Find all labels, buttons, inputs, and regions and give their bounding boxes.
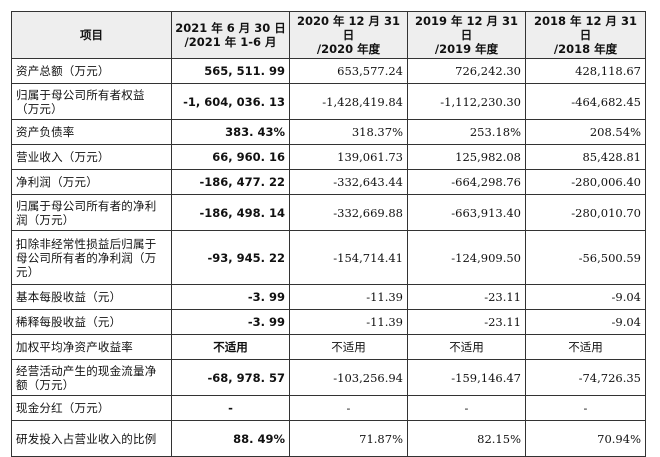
header-item: 项目	[11, 11, 172, 59]
cell-2021: 383. 43%	[171, 119, 290, 145]
row-label: 扣除非经常性损益后归属于母公司所有者的净利润（万元）	[11, 230, 172, 285]
row-label: 资产总额（万元）	[11, 58, 172, 84]
cell-2019: -23.11	[407, 309, 526, 335]
table-row: 资产总额（万元） 565, 511. 99 653,577.24 726,242…	[11, 58, 646, 84]
header-2020-line2: /2020 年度	[316, 42, 381, 56]
table-row: 加权平均净资产收益率 不适用 不适用 不适用 不适用	[11, 334, 646, 360]
table-row: 归属于母公司所有者的净利润（万元） -186, 498. 14 -332,669…	[11, 194, 646, 231]
cell-2019: 726,242.30	[407, 58, 526, 84]
cell-2021: 88. 49%	[171, 420, 290, 457]
row-label: 营业收入（万元）	[11, 144, 172, 170]
header-2020-line1: 2020 年 12 月 31 日	[296, 14, 401, 42]
row-label: 基本每股收益（元）	[11, 284, 172, 310]
cell-2021: 不适用	[171, 334, 290, 360]
cell-2021: -1, 604, 036. 13	[171, 83, 290, 120]
cell-2020: 139,061.73	[289, 144, 408, 170]
header-2021: 2021 年 6 月 30 日/2021 年 1-6 月	[171, 11, 290, 59]
table-row: 营业收入（万元） 66, 960. 16 139,061.73 125,982.…	[11, 144, 646, 170]
header-2019-line1: 2019 年 12 月 31 日	[414, 14, 519, 42]
cell-2018: 85,428.81	[525, 144, 646, 170]
table-row: 经营活动产生的现金流量净额（万元） -68, 978. 57 -103,256.…	[11, 359, 646, 396]
header-2018-line1: 2018 年 12 月 31 日	[533, 14, 638, 42]
cell-2021: -	[171, 395, 290, 421]
cell-2018: -9.04	[525, 284, 646, 310]
row-label: 归属于母公司所有者的净利润（万元）	[11, 194, 172, 231]
cell-2021: -3. 99	[171, 309, 290, 335]
cell-2019: 125,982.08	[407, 144, 526, 170]
header-2019: 2019 年 12 月 31 日/2019 年度	[407, 11, 526, 59]
table-row: 稀释每股收益（元） -3. 99 -11.39 -23.11 -9.04	[11, 309, 646, 335]
cell-2019: -124,909.50	[407, 230, 526, 285]
cell-2018: -74,726.35	[525, 359, 646, 396]
cell-2021: -186, 498. 14	[171, 194, 290, 231]
cell-2021: 66, 960. 16	[171, 144, 290, 170]
table-row: 基本每股收益（元） -3. 99 -11.39 -23.11 -9.04	[11, 284, 646, 310]
cell-2018: 不适用	[525, 334, 646, 360]
cell-2019: -159,146.47	[407, 359, 526, 396]
cell-2018: -464,682.45	[525, 83, 646, 120]
cell-2018: -9.04	[525, 309, 646, 335]
row-label: 加权平均净资产收益率	[11, 334, 172, 360]
header-2019-line2: /2019 年度	[434, 42, 499, 56]
cell-2020: -332,669.88	[289, 194, 408, 231]
cell-2020: -11.39	[289, 284, 408, 310]
cell-2020: -1,428,419.84	[289, 83, 408, 120]
cell-2020: -103,256.94	[289, 359, 408, 396]
header-2018: 2018 年 12 月 31 日/2018 年度	[525, 11, 646, 59]
cell-2018: -56,500.59	[525, 230, 646, 285]
cell-2019: -1,112,230.30	[407, 83, 526, 120]
header-2021-line1: 2021 年 6 月 30 日	[175, 21, 286, 35]
cell-2021: -93, 945. 22	[171, 230, 290, 285]
cell-2018: -280,010.70	[525, 194, 646, 231]
header-2020: 2020 年 12 月 31 日/2020 年度	[289, 11, 408, 59]
table-header-row: 项目 2021 年 6 月 30 日/2021 年 1-6 月 2020 年 1…	[11, 11, 646, 59]
financial-table-container: 项目 2021 年 6 月 30 日/2021 年 1-6 月 2020 年 1…	[11, 11, 646, 457]
row-label: 归属于母公司所有者权益（万元）	[11, 83, 172, 120]
row-label: 研发投入占营业收入的比例	[11, 420, 172, 457]
cell-2019: -	[407, 395, 526, 421]
cell-2020: 318.37%	[289, 119, 408, 145]
cell-2021: -3. 99	[171, 284, 290, 310]
cell-2020: -154,714.41	[289, 230, 408, 285]
header-2021-line2: /2021 年 1-6 月	[184, 35, 277, 49]
cell-2018: -	[525, 395, 646, 421]
table-row: 归属于母公司所有者权益（万元） -1, 604, 036. 13 -1,428,…	[11, 83, 646, 120]
table-row: 净利润（万元） -186, 477. 22 -332,643.44 -664,2…	[11, 169, 646, 195]
cell-2021: -68, 978. 57	[171, 359, 290, 396]
cell-2018: 428,118.67	[525, 58, 646, 84]
cell-2019: -23.11	[407, 284, 526, 310]
cell-2019: 253.18%	[407, 119, 526, 145]
table-row: 扣除非经常性损益后归属于母公司所有者的净利润（万元） -93, 945. 22 …	[11, 230, 646, 285]
cell-2020: 不适用	[289, 334, 408, 360]
cell-2019: -664,298.76	[407, 169, 526, 195]
cell-2020: 653,577.24	[289, 58, 408, 84]
row-label: 稀释每股收益（元）	[11, 309, 172, 335]
cell-2021: -186, 477. 22	[171, 169, 290, 195]
header-2018-line2: /2018 年度	[553, 42, 618, 56]
cell-2020: -	[289, 395, 408, 421]
table-row: 研发投入占营业收入的比例 88. 49% 71.87% 82.15% 70.94…	[11, 420, 646, 457]
cell-2019: 不适用	[407, 334, 526, 360]
cell-2020: -332,643.44	[289, 169, 408, 195]
cell-2019: 82.15%	[407, 420, 526, 457]
cell-2021: 565, 511. 99	[171, 58, 290, 84]
row-label: 现金分红（万元）	[11, 395, 172, 421]
cell-2019: -663,913.40	[407, 194, 526, 231]
cell-2020: 71.87%	[289, 420, 408, 457]
row-label: 经营活动产生的现金流量净额（万元）	[11, 359, 172, 396]
cell-2020: -11.39	[289, 309, 408, 335]
cell-2018: 208.54%	[525, 119, 646, 145]
cell-2018: -280,006.40	[525, 169, 646, 195]
row-label: 净利润（万元）	[11, 169, 172, 195]
cell-2018: 70.94%	[525, 420, 646, 457]
financial-summary-table: 项目 2021 年 6 月 30 日/2021 年 1-6 月 2020 年 1…	[11, 11, 646, 457]
table-row: 资产负债率 383. 43% 318.37% 253.18% 208.54%	[11, 119, 646, 145]
table-row: 现金分红（万元） - - - -	[11, 395, 646, 421]
row-label: 资产负债率	[11, 119, 172, 145]
